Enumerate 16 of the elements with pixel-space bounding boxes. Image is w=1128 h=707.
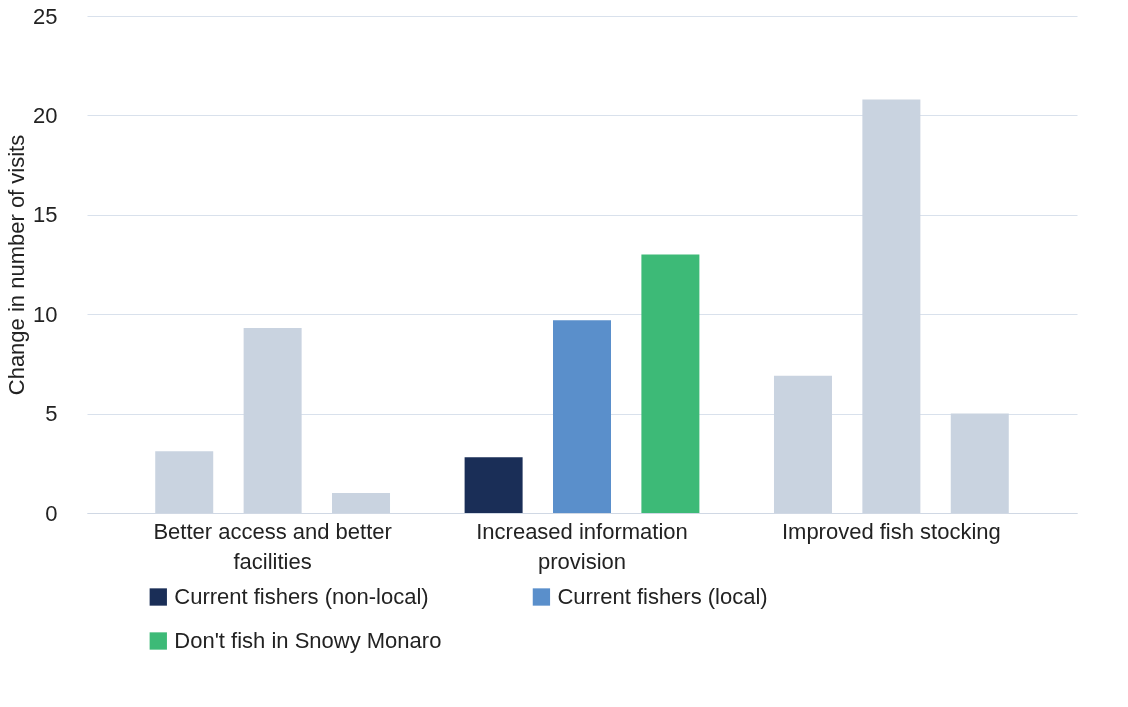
x-tick-label: Better access and better facilities — [153, 518, 392, 574]
y-axis-title: Change in number of visits — [4, 134, 30, 396]
y-tick-label: 0 — [45, 500, 58, 526]
bar — [641, 254, 700, 513]
x-tick-label: Increased information provision — [476, 518, 688, 574]
legend-label: Current fishers (non-local) — [174, 584, 429, 609]
legend-label: Don't fish in Snowy Monaro — [174, 628, 442, 653]
y-tick-label: 20 — [33, 102, 58, 128]
legend-label: Current fishers (local) — [557, 584, 768, 609]
y-tick-label: 15 — [33, 202, 58, 228]
bar — [464, 457, 523, 513]
bar — [553, 320, 611, 513]
y-tick-label: 25 — [33, 3, 58, 29]
y-tick-label: 5 — [45, 401, 58, 427]
y-tick-label: 10 — [33, 301, 58, 327]
x-tick-label: Improved fish stocking — [781, 518, 1001, 544]
